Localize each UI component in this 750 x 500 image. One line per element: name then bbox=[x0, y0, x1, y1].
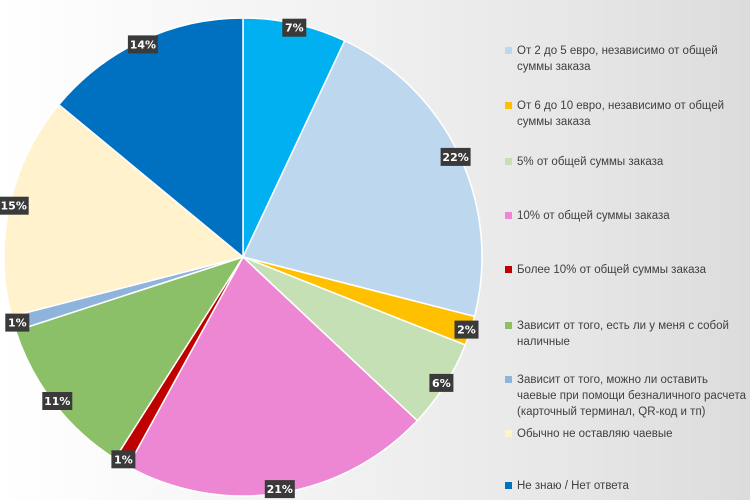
legend-item-3: 5% от общей суммы заказа bbox=[505, 154, 750, 170]
legend-item-8: Обычно не оставляю чаевые bbox=[505, 426, 750, 442]
data-label-1: 22% bbox=[440, 147, 471, 166]
data-label-5: 1% bbox=[111, 450, 136, 469]
data-label-7: 1% bbox=[5, 313, 30, 332]
legend-label-2: От 6 до 10 евро, независимо от общей сум… bbox=[517, 100, 725, 128]
data-label-4: 21% bbox=[264, 480, 295, 499]
data-label-text-0: 7% bbox=[285, 22, 304, 35]
data-label-text-7: 1% bbox=[8, 317, 27, 330]
legend-label-8: Обычно не оставляю чаевые bbox=[517, 428, 673, 440]
legend-label-4: 10% от общей суммы заказа bbox=[517, 210, 670, 222]
legend-label-1: От 2 до 5 евро, независимо от общей сумм… bbox=[517, 45, 718, 73]
legend-item-5: Более 10% от общей суммы заказа bbox=[505, 262, 750, 278]
data-label-text-6: 11% bbox=[44, 395, 70, 408]
data-label-9: 14% bbox=[127, 35, 158, 54]
legend-swatch-1 bbox=[505, 47, 512, 54]
legend-item-1: От 2 до 5 евро, независимо от общей сумм… bbox=[505, 43, 750, 75]
legend-item-2: От 6 до 10 евро, независимо от общей сум… bbox=[505, 98, 750, 130]
data-label-text-9: 14% bbox=[130, 38, 156, 51]
data-label-0: 7% bbox=[282, 18, 307, 37]
data-label-3: 6% bbox=[429, 373, 454, 392]
legend-item-4: 10% от общей суммы заказа bbox=[505, 208, 750, 224]
legend-label-0: Не более 1 евро bbox=[517, 0, 605, 2]
legend-swatch-2 bbox=[505, 102, 512, 109]
legend-swatch-8 bbox=[505, 430, 512, 437]
data-label-text-1: 22% bbox=[442, 151, 468, 164]
legend-item-9: Не знаю / Нет ответа bbox=[505, 478, 750, 494]
data-label-text-5: 1% bbox=[114, 453, 133, 466]
data-label-2: 2% bbox=[454, 320, 479, 339]
legend-label-6: Зависит от того, есть ли у меня с собой … bbox=[517, 320, 729, 348]
legend-swatch-3 bbox=[505, 158, 512, 165]
legend-label-3: 5% от общей суммы заказа bbox=[517, 156, 664, 168]
legend-swatch-9 bbox=[505, 482, 512, 489]
legend-label-7: Зависит от того, можно ли оставить чаевы… bbox=[517, 374, 746, 418]
data-label-text-8: 15% bbox=[1, 200, 27, 213]
data-label-6: 11% bbox=[42, 392, 73, 410]
legend-label-5: Более 10% от общей суммы заказа bbox=[517, 264, 707, 276]
legend-swatch-5 bbox=[505, 266, 512, 273]
data-label-text-2: 2% bbox=[457, 324, 476, 337]
legend-swatch-7 bbox=[505, 376, 512, 383]
data-label-text-3: 6% bbox=[432, 377, 451, 390]
data-label-text-4: 21% bbox=[267, 483, 293, 496]
legend-label-9: Не знаю / Нет ответа bbox=[517, 480, 629, 492]
legend-item-0: Не более 1 евро bbox=[505, 0, 750, 2]
legend-swatch-6 bbox=[505, 322, 512, 329]
legend-swatch-4 bbox=[505, 212, 512, 219]
data-label-8: 15% bbox=[0, 196, 29, 215]
legend-item-7: Зависит от того, можно ли оставить чаевы… bbox=[505, 372, 750, 420]
legend-item-6: Зависит от того, есть ли у меня с собой … bbox=[505, 318, 750, 350]
